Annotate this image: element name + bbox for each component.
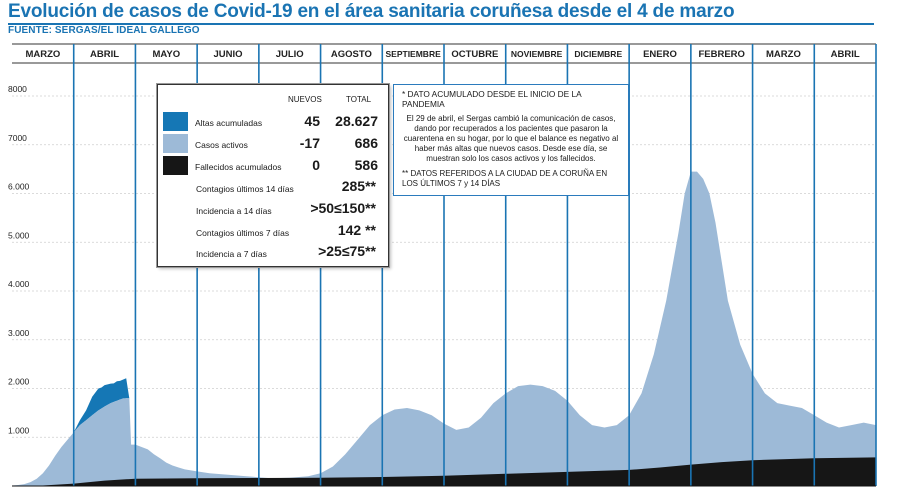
month-label: MAYO	[152, 49, 180, 60]
month-label: JUNIO	[213, 49, 242, 60]
stat-nuevos: 0	[312, 157, 320, 173]
stat-total: 686	[354, 135, 378, 151]
month-label: NOVIEMBRE	[511, 49, 563, 59]
notes-panel: * DATO ACUMULADO DESDE EL INICIO DE LA P…	[393, 84, 629, 196]
month-label: OCTUBRE	[451, 49, 498, 60]
note-body: El 29 de abril, el Sergas cambió la comu…	[403, 114, 619, 163]
stat-nuevos: 45	[304, 113, 320, 129]
note-city: ** DATOS REFERIDOS A LA CIUDAD DE A CORU…	[402, 169, 608, 188]
stat-total: 586	[354, 157, 378, 173]
note-cumulative: * DATO ACUMULADO DESDE EL INICIO DE LA P…	[402, 89, 582, 109]
extra-label: Incidencia a 7 días	[196, 249, 267, 259]
extra-label: Incidencia a 14 días	[196, 206, 272, 216]
source-label: FUENTE: SERGAS/EL IDEAL GALLEGO	[8, 25, 200, 36]
extra-value: 142 **	[337, 222, 376, 238]
series-casos-activos	[12, 171, 876, 486]
month-label: JULIO	[276, 49, 304, 60]
y-tick-label: 8000	[8, 84, 27, 94]
extra-value: >50≤150**	[310, 200, 376, 216]
extra-value: 285**	[341, 178, 376, 194]
stat-label: Altas acumuladas	[195, 118, 263, 128]
extra-value: >25≤75**	[318, 243, 376, 259]
y-tick-label: 2.000	[8, 377, 30, 387]
y-tick-label: 5.000	[8, 230, 30, 240]
y-tick-label: 7000	[8, 133, 27, 143]
stats-panel: NUEVOS TOTAL Altas acumuladas 45 28.627 …	[157, 84, 389, 267]
fallecidos-swatch	[163, 156, 188, 175]
stat-extra-row: Incidencia a 7 días >25≤75**	[158, 243, 388, 263]
month-label: AGOSTO	[331, 49, 372, 60]
y-tick-label: 4.000	[8, 279, 30, 289]
month-label: DICIEMBRE	[574, 49, 622, 59]
month-label: MARZO	[25, 49, 60, 60]
header-nuevos: NUEVOS	[288, 95, 322, 104]
stat-label: Fallecidos acumulados	[195, 162, 282, 172]
series-fallecidos-acumulados	[12, 457, 876, 486]
stat-extra-row: Contagios últimos 14 días 285**	[158, 178, 388, 198]
stat-total: 28.627	[335, 113, 378, 129]
altas-swatch	[163, 112, 188, 131]
stat-label: Casos activos	[195, 140, 248, 150]
y-tick-label: 1.000	[8, 425, 30, 435]
stat-extra-row: Incidencia a 14 días >50≤150**	[158, 200, 388, 220]
month-label: MARZO	[766, 49, 801, 60]
month-label: FEBRERO	[698, 49, 744, 60]
stat-nuevos: -17	[299, 135, 320, 151]
month-label: ENERO	[643, 49, 677, 60]
y-tick-label: 3.000	[8, 328, 30, 338]
series-altas-acumuladas	[67, 378, 130, 440]
header-total: TOTAL	[346, 95, 372, 104]
stat-row-fallecidos: Fallecidos acumulados 0 586	[158, 156, 388, 176]
stat-row-activos: Casos activos -17 686	[158, 134, 388, 154]
chart-title: Evolución de casos de Covid-19 en el áre…	[8, 1, 735, 22]
stat-row-altas: Altas acumuladas 45 28.627	[158, 112, 388, 132]
extra-label: Contagios últimos 14 días	[196, 184, 294, 194]
stat-extra-row: Contagios últimos 7 días 142 **	[158, 222, 388, 242]
month-label: ABRIL	[831, 49, 860, 60]
activos-swatch	[163, 134, 188, 153]
month-label: SEPTIEMBRE	[386, 49, 442, 59]
y-tick-label: 6.000	[8, 182, 30, 192]
extra-label: Contagios últimos 7 días	[196, 228, 290, 238]
month-label: ABRIL	[90, 49, 119, 60]
title-rule	[8, 23, 874, 25]
